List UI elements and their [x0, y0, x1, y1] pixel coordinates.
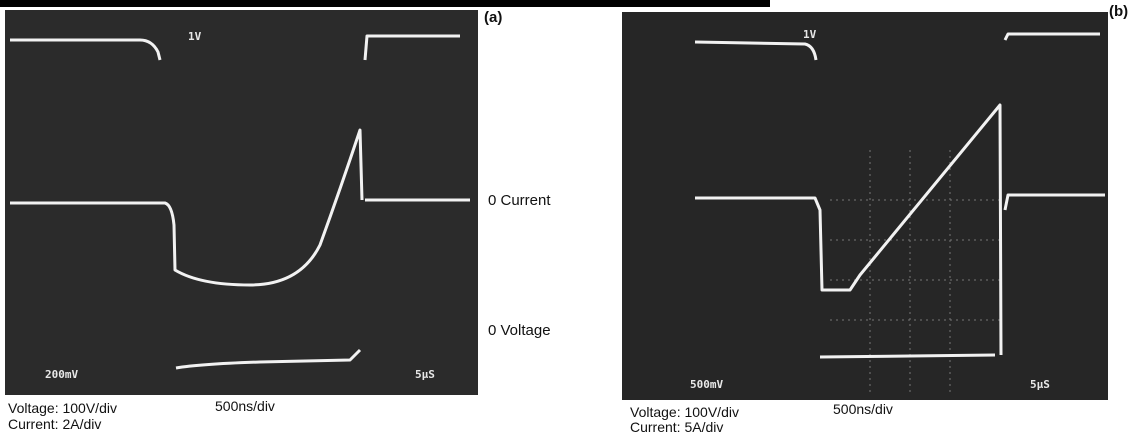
trace-sync-a: [10, 38, 162, 61]
scope-bottom-left-a: 200mV: [45, 368, 78, 381]
caption-timebase-b: 500ns/div: [833, 401, 893, 417]
scope-bottom-left-b: 500mV: [690, 378, 723, 391]
caption-timebase-a: 500ns/div: [215, 398, 275, 414]
top-bar: [0, 0, 770, 7]
panel-label-b: (b): [1109, 3, 1128, 20]
scope-top-b: 1V: [803, 28, 817, 41]
caption-current-a: Current: 2A/div: [8, 416, 101, 432]
scope-bottom-right-b: 5µS: [1030, 378, 1050, 391]
trace-sync-b2: [1003, 32, 1100, 41]
trace-current-b: [695, 103, 1003, 356]
trace-label-voltage: 0 Voltage: [488, 322, 551, 339]
caption-voltage-a: Voltage: 100V/div: [8, 400, 117, 416]
trace-current-b2: [1003, 193, 1105, 211]
panel-label-a: (a): [484, 9, 502, 26]
trace-voltage-b: [819, 353, 996, 359]
scope-bottom-right-a: 5µS: [415, 368, 435, 381]
caption-voltage-b: Voltage: 100V/div: [630, 404, 739, 420]
scope-top-a: 1V: [188, 30, 202, 43]
trace-label-current: 0 Current: [488, 192, 551, 209]
trace-sync-b: [694, 40, 818, 61]
trace-voltage-a: [175, 348, 362, 370]
scope-screen-b: [622, 12, 1108, 400]
caption-current-b: Current: 5A/div: [630, 419, 723, 435]
trace-sync-a2: [363, 34, 460, 61]
trace-current-a: [10, 128, 364, 287]
